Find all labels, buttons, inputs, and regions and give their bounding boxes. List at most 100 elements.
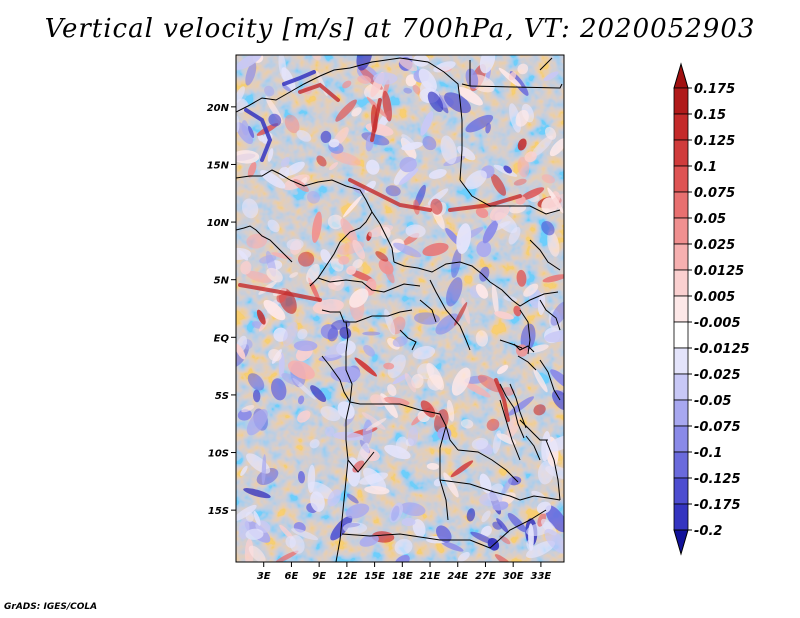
ascent-patch — [316, 155, 327, 167]
descent-patch — [543, 71, 559, 81]
ascent-patch — [311, 211, 322, 243]
descent-patch — [328, 138, 340, 148]
ascent-patch — [547, 193, 564, 210]
lon-tick-label: 18E — [392, 571, 413, 582]
lat-tick-label: 10S — [208, 449, 229, 460]
lon-tick-label: 21E — [420, 571, 441, 582]
colorbar-swatch — [673, 217, 689, 245]
descent-patch — [537, 461, 554, 485]
colorbar-swatch — [673, 269, 689, 297]
descent-patch — [546, 434, 564, 452]
descent-patch — [481, 510, 491, 523]
colorbar-bottom-arrow — [673, 529, 689, 556]
ascent-patch — [520, 187, 545, 201]
ascent-patch — [496, 433, 517, 445]
descent-patch — [384, 444, 411, 460]
ascent-patch — [330, 151, 361, 166]
ascent-patch — [246, 233, 268, 249]
ascent-patch — [447, 399, 455, 422]
ascent-patch — [491, 283, 499, 315]
colorbar-label: 0.1 — [694, 160, 717, 175]
colorbar-label: 0.0125 — [694, 264, 744, 279]
descent-patch — [479, 55, 496, 74]
ascent-patch — [245, 270, 272, 283]
descent-patch — [412, 346, 436, 360]
colorbar-swatch — [673, 373, 689, 401]
descent-patch — [278, 55, 287, 80]
descent-patch — [403, 87, 413, 94]
ascent-patch — [398, 57, 418, 72]
descent-patch — [293, 340, 318, 352]
ascent-patch — [523, 283, 539, 297]
descent-patch — [297, 471, 306, 484]
ascent-patch — [240, 261, 252, 275]
ascent-patch — [426, 462, 439, 470]
descent-patch — [476, 240, 492, 258]
lon-tick-label: 15E — [364, 571, 385, 582]
descent-patch — [260, 170, 286, 189]
colorbar-swatch — [673, 87, 689, 115]
descent-patch — [248, 125, 255, 138]
colorbar: 0.175 0.15 0.125 0.1 0.075 0.05 0.025 0.0125 0.0… — [673, 62, 750, 556]
descent-patch — [373, 72, 398, 85]
ascent-patch — [352, 239, 366, 260]
ascent-patch — [542, 274, 564, 283]
colorbar-label: -0.2 — [694, 524, 722, 539]
descent-patch — [320, 406, 341, 422]
ascent-patch — [361, 412, 386, 430]
ascent-patch — [516, 269, 527, 287]
lat-tick-label: 20N — [207, 103, 230, 114]
descent-patch — [268, 113, 282, 127]
descent-patch — [544, 330, 564, 343]
descent-patch — [253, 510, 261, 526]
strong-ascent-band — [238, 283, 322, 302]
descent-patch — [465, 114, 494, 133]
descent-patch — [503, 165, 512, 174]
ascent-patch — [346, 265, 357, 275]
colorbar-label: -0.05 — [694, 394, 731, 409]
ascent-patch — [383, 396, 410, 406]
descent-patch — [261, 454, 267, 485]
ascent-patch — [266, 267, 283, 283]
descent-patch — [445, 277, 463, 307]
ascent-patch — [247, 161, 257, 178]
descent-patch — [545, 505, 564, 533]
descent-patch — [427, 91, 444, 113]
ascent-patch — [311, 55, 321, 61]
ascent-patch — [451, 367, 471, 396]
colorbar-swatch — [673, 451, 689, 479]
colorbar-label: 0.005 — [694, 290, 735, 305]
ascent-patch — [443, 472, 459, 498]
colorbar-label: 0.15 — [694, 108, 726, 123]
strong-ascent-band — [348, 178, 432, 212]
descent-patch — [536, 501, 552, 514]
ascent-patch — [236, 343, 246, 360]
ascent-patch — [308, 277, 321, 303]
ascent-patch — [354, 357, 378, 377]
ascent-patch — [477, 374, 503, 393]
ascent-patch — [306, 263, 320, 284]
colorbar-swatch — [673, 503, 689, 531]
ascent-patch — [486, 418, 500, 431]
ascent-patch — [256, 309, 266, 325]
colorbar-label: 0.075 — [694, 186, 735, 201]
colorbar-swatch — [673, 347, 689, 375]
descent-patch — [440, 135, 457, 165]
colorbar-label: -0.0125 — [694, 342, 750, 357]
descent-patch — [395, 436, 409, 454]
descent-patch — [501, 477, 513, 496]
lon-tick-label: 12E — [336, 571, 357, 582]
descent-patch — [241, 120, 249, 136]
descent-patch — [456, 223, 472, 254]
descent-patch — [297, 328, 308, 340]
ascent-patch — [517, 156, 530, 178]
descent-patch — [278, 166, 290, 179]
descent-patch — [394, 538, 413, 555]
descent-patch — [550, 369, 564, 391]
descent-patch — [420, 111, 434, 136]
lat-tick-label: 15S — [208, 506, 229, 517]
descent-patch — [405, 224, 426, 238]
ascent-patch — [412, 84, 422, 95]
strong-ascent-band — [494, 378, 510, 422]
ascent-patch — [274, 550, 299, 562]
